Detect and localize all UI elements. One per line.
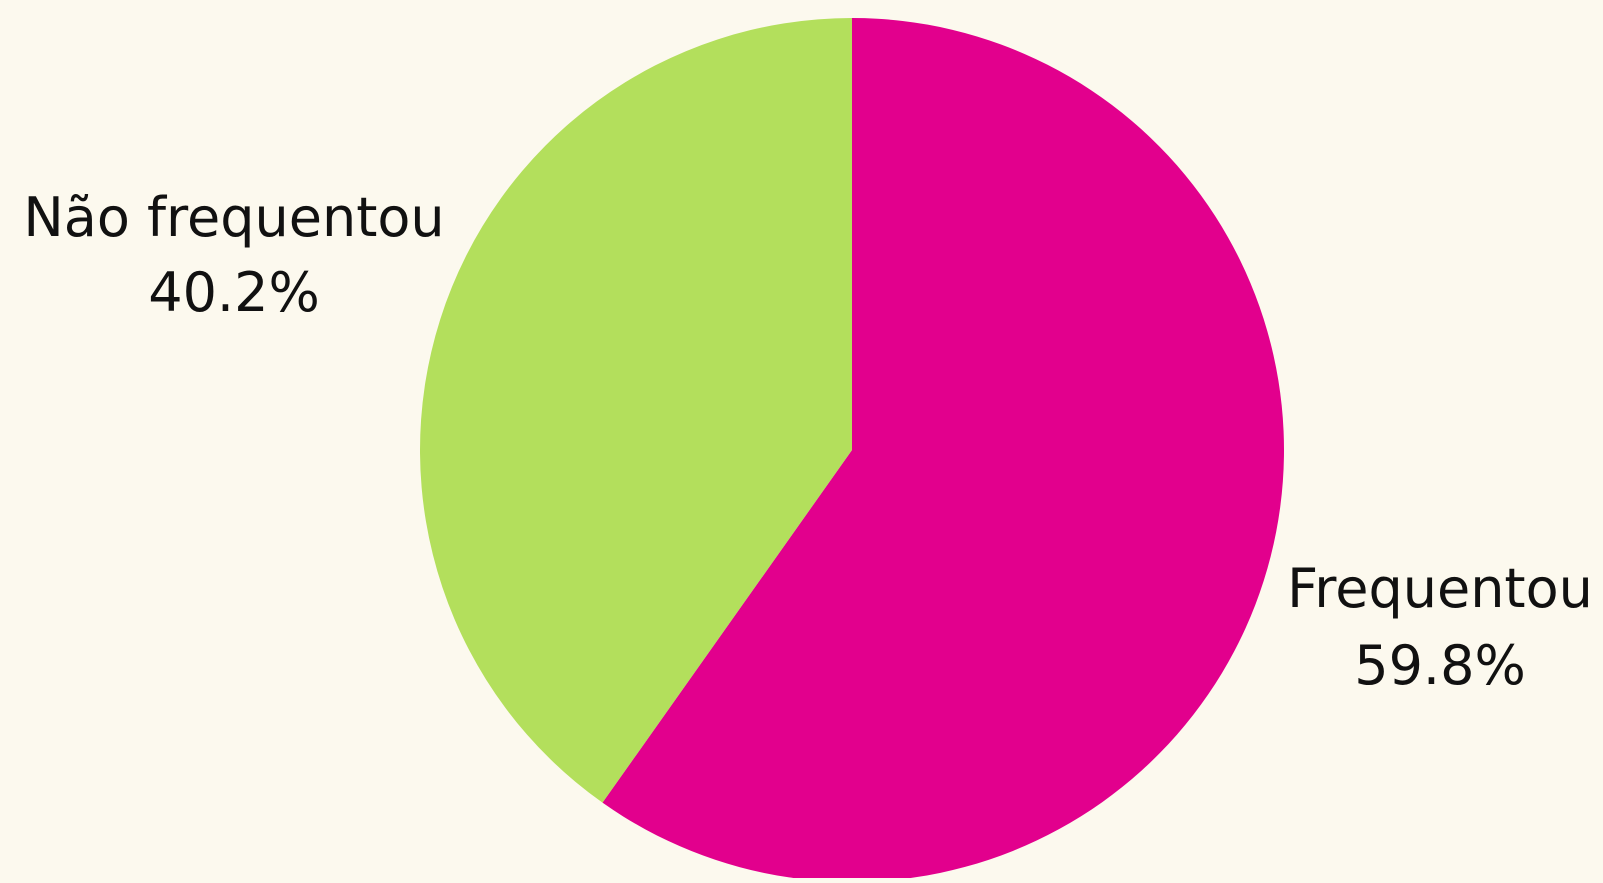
slice-label-nao-frequentou: Não frequentou (23, 186, 444, 249)
pie-slices (419, 18, 1284, 882)
slice-label-group-frequentou: Frequentou 59.8% (1287, 557, 1593, 697)
slice-label-frequentou: Frequentou (1287, 557, 1593, 620)
slice-label-group-nao-frequentou: Não frequentou 40.2% (23, 186, 444, 324)
pie-slice-nao-frequentou (419, 18, 852, 803)
slice-percent-nao-frequentou: 40.2% (148, 261, 320, 324)
pie-slice-frequentou (602, 18, 1284, 882)
slice-percent-frequentou: 59.8% (1354, 634, 1526, 697)
